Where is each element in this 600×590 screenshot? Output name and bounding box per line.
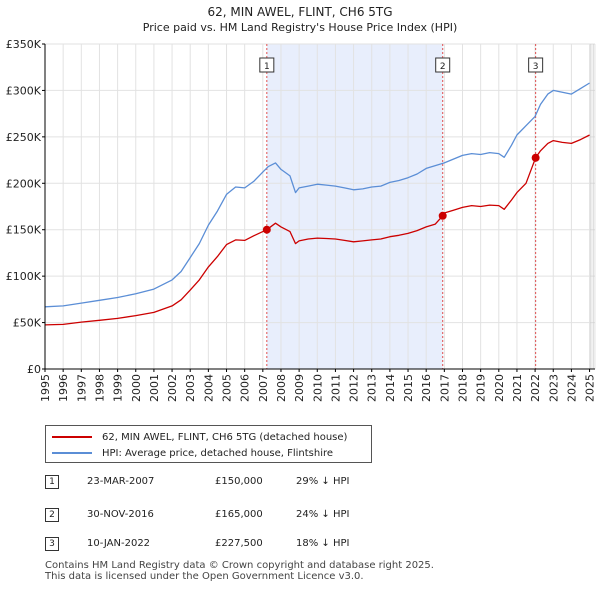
x-tick-label: 2003 [184, 374, 197, 402]
x-tick-label: 2011 [329, 374, 342, 402]
transaction-price: £150,000 [215, 476, 263, 487]
legend-item-hpi: HPI: Average price, detached house, Flin… [52, 445, 333, 461]
transaction-hpi-diff: 29% ↓ HPI [296, 476, 350, 487]
x-tick-label: 2006 [239, 374, 252, 402]
x-tick-label: 1999 [112, 374, 125, 402]
x-tick-label: 2019 [475, 374, 488, 402]
transaction-point [438, 211, 447, 220]
x-tick-label: 2018 [456, 374, 469, 402]
x-tick-label: 2023 [547, 374, 560, 402]
x-tick-label: 2022 [529, 374, 542, 402]
transaction-badge: 1 [45, 475, 59, 489]
ownership-shaded-period [266, 44, 443, 369]
x-tick-label: 2020 [493, 374, 506, 402]
transaction-price: £227,500 [215, 538, 263, 549]
price-chart: 62, MIN AWEL, FLINT, CH6 5TG Price paid … [6, 5, 597, 402]
legend-swatch-property [52, 436, 92, 438]
transaction-marker-box [528, 57, 544, 73]
transaction-hpi-diff: 24% ↓ HPI [296, 509, 350, 520]
y-tick-label: £50K [13, 317, 42, 330]
x-tick-label: 2012 [348, 374, 361, 402]
x-tick-label: 2017 [438, 374, 451, 402]
plot-area: 1 2 3 £0 £50K £100K £150K £200K £250K £300K £350K 1… [6, 38, 597, 402]
footer-licence: This data is licensed under the Open Gov… [45, 571, 364, 582]
transaction-date: 30-NOV-2016 [87, 509, 154, 520]
transaction-marker-label: 3 [533, 62, 539, 72]
transaction-badge: 2 [45, 508, 59, 522]
property-series-line [44, 134, 590, 326]
x-tick-label: 2000 [130, 374, 143, 402]
x-tick-label: 2007 [257, 374, 270, 402]
y-tick-label: £350K [6, 38, 42, 51]
y-tick-label: £250K [6, 131, 42, 144]
legend-item-property: 62, MIN AWEL, FLINT, CH6 5TG (detached h… [52, 429, 347, 445]
chart-subtitle: Price paid vs. HM Land Registry's House … [143, 21, 458, 34]
x-tick-label: 2015 [402, 374, 415, 402]
x-tick-label: 1997 [75, 374, 88, 402]
y-tick-label: £300K [6, 84, 42, 97]
transaction-date: 23-MAR-2007 [87, 476, 155, 487]
legend-swatch-hpi [52, 452, 92, 454]
x-tick-label: 2008 [275, 374, 288, 402]
x-tick-label: 2010 [311, 374, 324, 402]
chart-title: 62, MIN AWEL, FLINT, CH6 5TG [207, 5, 392, 19]
legend: 62, MIN AWEL, FLINT, CH6 5TG (detached h… [45, 425, 372, 463]
x-tick-label: 2002 [166, 374, 179, 402]
x-tick-label: 1995 [39, 374, 52, 402]
transaction-point [531, 153, 540, 162]
x-tick-label: 2021 [511, 374, 524, 402]
y-tick-label: £100K [6, 270, 42, 283]
transaction-marker-box [259, 57, 275, 73]
legend-label-property: 62, MIN AWEL, FLINT, CH6 5TG (detached h… [102, 431, 348, 443]
x-tick-label: 2024 [565, 374, 578, 402]
transaction-point [262, 225, 271, 234]
transaction-marker-box [435, 57, 451, 73]
transaction-marker-label: 1 [264, 62, 270, 72]
transaction-marker-label: 2 [440, 62, 446, 72]
footer-copyright: Contains HM Land Registry data © Crown c… [45, 560, 434, 571]
x-tick-label: 2014 [384, 374, 397, 402]
y-tick-label: £150K [6, 224, 42, 237]
footer: Contains HM Land Registry data © Crown c… [45, 560, 434, 582]
x-tick-label: 2004 [202, 374, 215, 402]
hpi-series-line [44, 82, 590, 308]
transaction-hpi-diff: 18% ↓ HPI [296, 538, 350, 549]
x-tick-label: 2013 [366, 374, 379, 402]
x-tick-label: 1998 [93, 374, 106, 402]
transaction-badge: 3 [45, 537, 59, 551]
x-tick-label: 2016 [420, 374, 433, 402]
x-tick-label: 2005 [221, 374, 234, 402]
transaction-date: 10-JAN-2022 [87, 538, 151, 549]
x-tick-label: 2025 [584, 374, 597, 402]
y-tick-label: £200K [6, 177, 42, 190]
x-tick-label: 2001 [148, 374, 161, 402]
legend-label-hpi: HPI: Average price, detached house, Flin… [102, 447, 334, 459]
transaction-price: £165,000 [215, 509, 263, 520]
y-tick-label: £0 [27, 363, 41, 376]
x-tick-label: 2009 [293, 374, 306, 402]
x-tick-label: 1996 [57, 374, 70, 402]
